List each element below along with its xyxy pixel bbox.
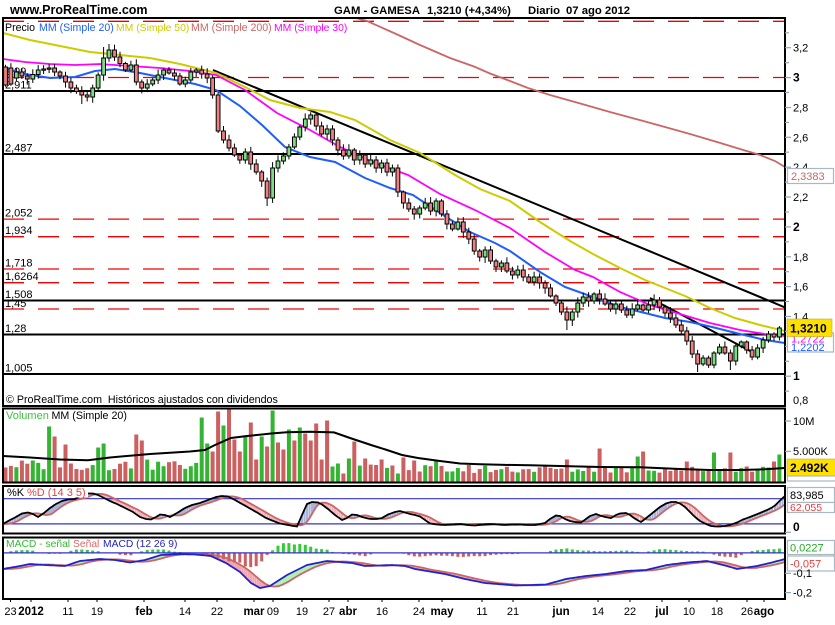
- svg-text:jul: jul: [654, 606, 668, 618]
- svg-text:1: 1: [793, 369, 800, 383]
- svg-text:2,2: 2,2: [793, 192, 808, 204]
- svg-text:may: may: [430, 606, 454, 618]
- svg-text:21: 21: [507, 606, 519, 618]
- svg-text:14: 14: [179, 606, 191, 618]
- svg-text:1,28: 1,28: [5, 323, 26, 335]
- svg-text:1,8: 1,8: [793, 252, 808, 264]
- svg-text:2,052: 2,052: [5, 208, 33, 220]
- svg-text:2,8: 2,8: [793, 103, 808, 115]
- svg-text:-0,1: -0,1: [793, 568, 812, 580]
- svg-text:83,985: 83,985: [790, 490, 824, 502]
- svg-text:11: 11: [476, 606, 487, 618]
- svg-text:3: 3: [793, 71, 800, 85]
- svg-text:0: 0: [793, 520, 800, 534]
- svg-text:www.ProRealTime.com: www.ProRealTime.com: [9, 3, 148, 17]
- svg-text:09: 09: [267, 606, 279, 618]
- svg-text:0,8: 0,8: [793, 395, 808, 407]
- svg-text:1,934: 1,934: [5, 225, 33, 237]
- svg-text:feb: feb: [135, 606, 152, 618]
- svg-text:mar: mar: [243, 606, 265, 618]
- svg-text:%K: %K: [7, 487, 25, 499]
- svg-text:14: 14: [592, 606, 604, 618]
- svg-text:ago: ago: [754, 606, 774, 618]
- svg-text:1,2202: 1,2202: [791, 342, 825, 354]
- svg-text:22: 22: [624, 606, 636, 618]
- svg-text:16: 16: [376, 606, 388, 618]
- svg-text:24: 24: [413, 606, 425, 618]
- svg-text:2: 2: [793, 220, 800, 234]
- svg-text:07 ago 2012: 07 ago 2012: [566, 5, 630, 17]
- svg-text:© ProRealTime.com Históricos: © ProRealTime.com Históricos ajustados c…: [6, 394, 278, 406]
- svg-text:1,005: 1,005: [5, 363, 33, 375]
- svg-text:2,487: 2,487: [5, 143, 33, 155]
- svg-text:0,0227: 0,0227: [790, 543, 824, 555]
- svg-text:1,3210: 1,3210: [790, 322, 827, 336]
- svg-text:MM (Simple 20): MM (Simple 20): [52, 410, 127, 422]
- svg-text:62,055: 62,055: [790, 502, 822, 514]
- svg-text:22: 22: [211, 606, 223, 618]
- svg-text:%D (14 3 5): %D (14 3 5): [27, 487, 86, 499]
- svg-text:11: 11: [62, 606, 73, 618]
- svg-text:GAM - GAMESA: GAM - GAMESA: [334, 5, 420, 17]
- svg-text:19: 19: [91, 606, 103, 618]
- svg-text:3,2: 3,2: [793, 43, 808, 55]
- svg-text:MM (Simple 30): MM (Simple 30): [274, 23, 347, 34]
- svg-text:1,3210 (+4,34%): 1,3210 (+4,34%): [427, 5, 511, 17]
- svg-text:-0,2: -0,2: [793, 588, 812, 600]
- svg-text:abr: abr: [339, 606, 357, 618]
- svg-text:23: 23: [4, 606, 16, 618]
- svg-text:1,6264: 1,6264: [5, 271, 39, 283]
- svg-text:MM (Simple 20): MM (Simple 20): [39, 22, 114, 34]
- svg-text:10: 10: [683, 606, 695, 618]
- svg-text:27: 27: [323, 606, 335, 618]
- svg-text:Precio: Precio: [5, 22, 35, 34]
- svg-text:1,6: 1,6: [793, 282, 808, 294]
- svg-text:2,6: 2,6: [793, 132, 808, 144]
- svg-text:Diario: Diario: [528, 5, 560, 17]
- svg-text:MACD - señal: MACD - señal: [6, 539, 70, 550]
- svg-text:10M: 10M: [793, 416, 814, 428]
- svg-text:1,45: 1,45: [5, 298, 26, 310]
- svg-text:2,3383: 2,3383: [791, 171, 825, 183]
- svg-text:MACD (12 26 9): MACD (12 26 9): [103, 539, 177, 550]
- svg-text:5.000K: 5.000K: [793, 446, 829, 458]
- svg-text:Volumen: Volumen: [6, 410, 49, 422]
- svg-text:2012: 2012: [18, 606, 44, 618]
- svg-text:jun: jun: [551, 606, 569, 618]
- svg-text:26: 26: [741, 606, 753, 618]
- svg-text:19: 19: [296, 606, 308, 618]
- svg-text:1,718: 1,718: [5, 258, 33, 270]
- svg-text:MM (Simple 50): MM (Simple 50): [116, 23, 189, 34]
- svg-text:18: 18: [711, 606, 723, 618]
- svg-text:MM (Simple 200): MM (Simple 200): [191, 22, 272, 34]
- svg-text:Señal: Señal: [73, 539, 99, 550]
- svg-text:2.492K: 2.492K: [790, 461, 829, 475]
